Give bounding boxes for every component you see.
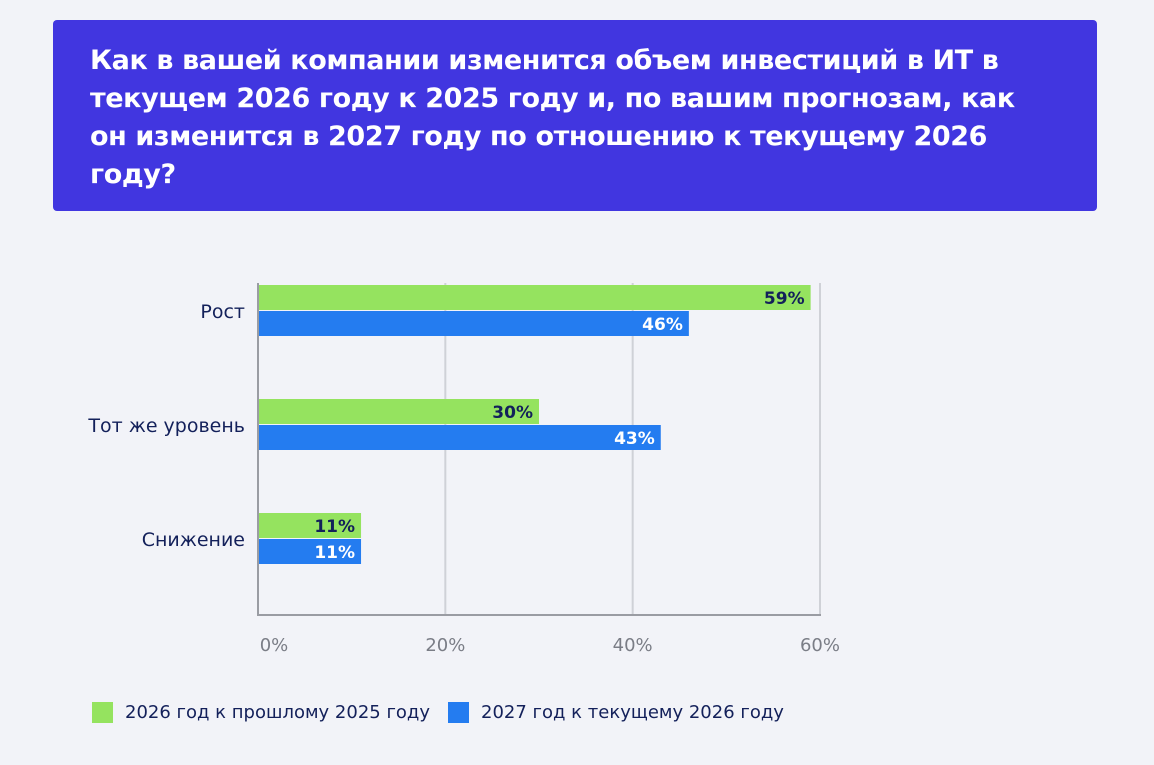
bar-2026-1: [258, 399, 539, 424]
value-label-2027-1: 43%: [614, 429, 655, 449]
chart-title: Как в вашей компании изменится объем инв…: [90, 45, 1015, 190]
x-tick-label-60: 60%: [800, 635, 840, 656]
bar-2027-1: [258, 425, 661, 450]
x-tick-label-40: 40%: [613, 635, 653, 656]
value-label-2026-1: 30%: [492, 403, 533, 423]
value-label-2026-0: 59%: [764, 289, 805, 309]
legend-swatch-2027: [448, 702, 470, 723]
bar-2027-2: [258, 539, 362, 564]
legend-swatch-2026: [92, 702, 113, 723]
bar-2027-0: [258, 311, 689, 336]
x-tick-label-0: 0%: [260, 635, 289, 656]
labels: 59% 30% 11% 46% 43% 11% 0% 20% 40% 60% Рост Тот же …: [87, 289, 840, 656]
value-label-2027-0: 46%: [642, 315, 683, 335]
legend-item-2026: 2026 год к прошлому 2025 году: [92, 702, 430, 723]
legend-item-2027: 2027 год к текущему 2026 году: [448, 702, 784, 723]
bar-2026-2: [258, 513, 362, 538]
legend: 2026 год к прошлому 2025 году 2027 год к…: [92, 702, 802, 723]
bar-2026-0: [258, 285, 811, 310]
category-label-1: Тот же уровень: [87, 415, 245, 437]
x-tick-label-20: 20%: [425, 635, 465, 656]
value-label-2027-2: 11%: [314, 543, 355, 563]
category-label-0: Рост: [200, 301, 245, 323]
axes: [257, 283, 821, 616]
bars: [258, 285, 811, 564]
legend-label-2027: 2027 год к текущему 2026 году: [481, 702, 784, 723]
category-label-2: Снижение: [142, 529, 245, 551]
title-banner: Как в вашей компании изменится объем инв…: [53, 20, 1097, 211]
value-label-2026-2: 11%: [314, 517, 355, 537]
legend-label-2026: 2026 год к прошлому 2025 году: [125, 702, 431, 723]
